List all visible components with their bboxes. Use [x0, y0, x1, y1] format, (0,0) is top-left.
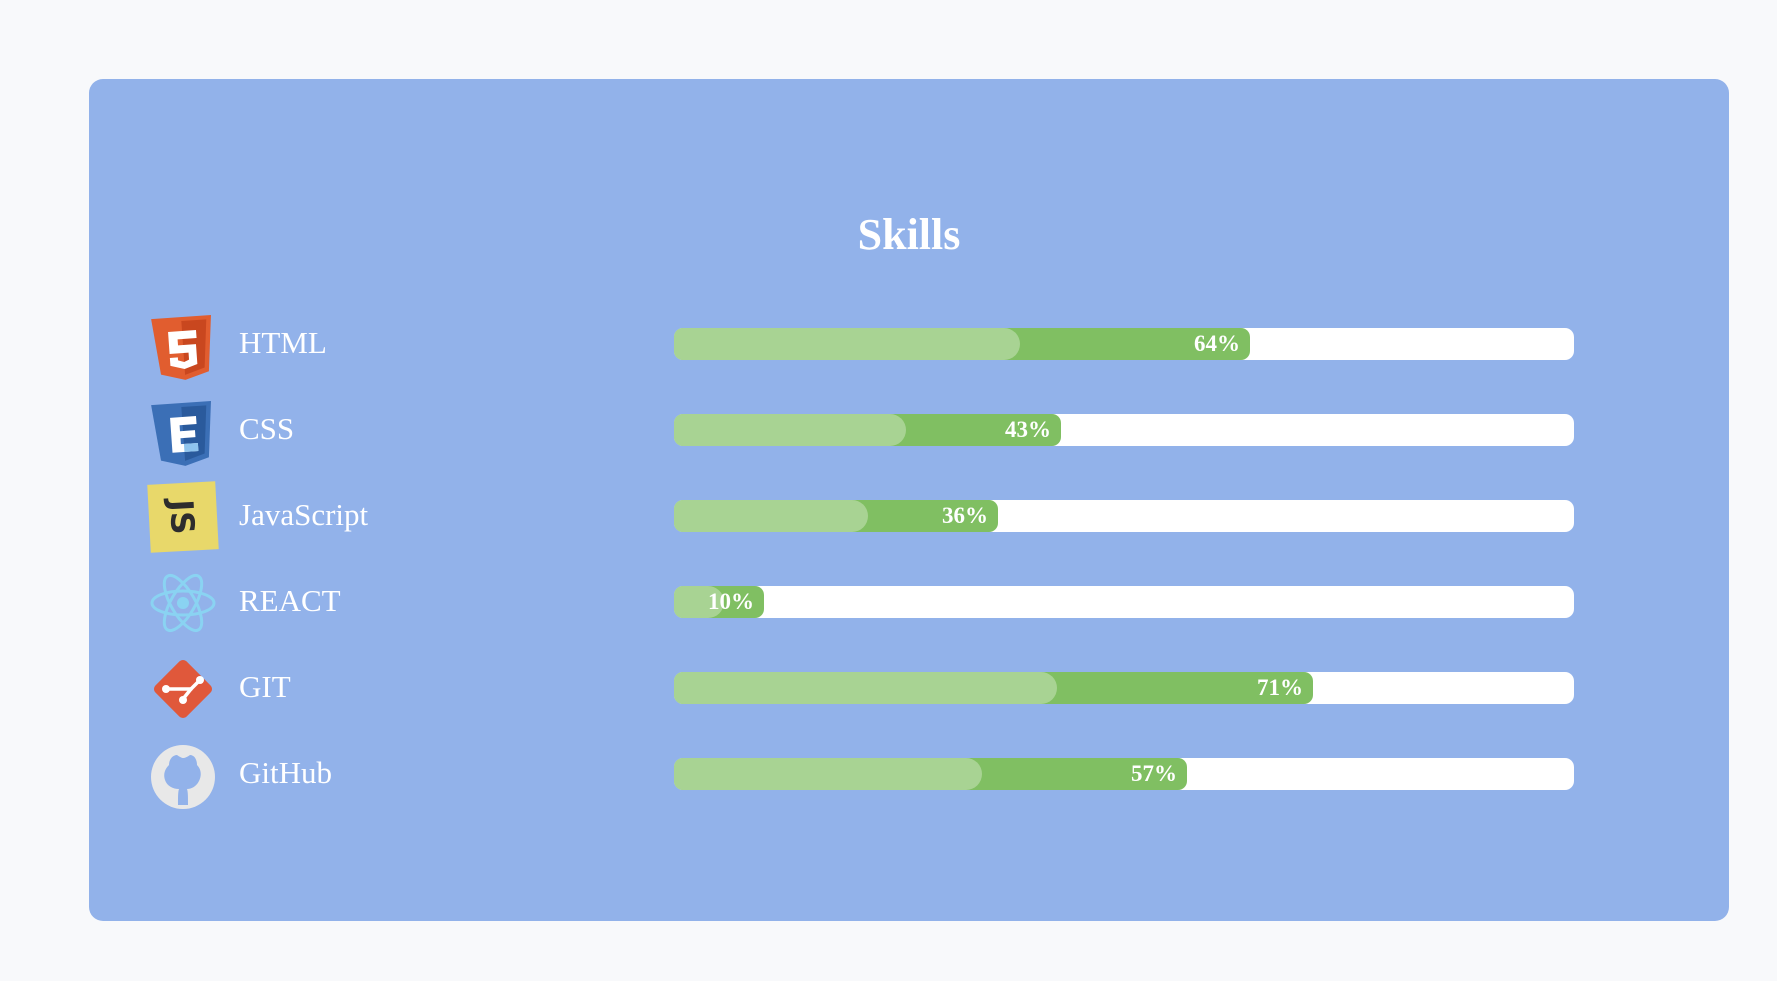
- progress-track: 10%: [674, 586, 1574, 618]
- section-title: Skills: [857, 210, 961, 259]
- skill-row-html: HTML 64%: [89, 303, 1729, 383]
- javascript-icon: JS: [147, 481, 219, 553]
- progress-fill: 57%: [674, 758, 1187, 790]
- html5-icon: [147, 309, 219, 381]
- progress-percent: 10%: [708, 589, 754, 614]
- progress-track: 43%: [674, 414, 1574, 446]
- skills-card: Skills HTML 64%: [89, 79, 1729, 921]
- progress-fill: 43%: [674, 414, 1061, 446]
- progress-fill-highlight: [674, 586, 724, 618]
- progress-percent: 43%: [1005, 417, 1051, 442]
- skill-row-react: REACT 10%: [89, 561, 1729, 641]
- skill-name: GIT: [239, 669, 291, 704]
- progress-percent: 71%: [1257, 675, 1303, 700]
- progress-fill-highlight: [674, 758, 982, 790]
- progress-fill: 36%: [674, 500, 998, 532]
- react-icon: [147, 567, 219, 639]
- progress-fill-highlight: [674, 672, 1058, 704]
- progress-fill-highlight: [674, 328, 1020, 360]
- github-icon: [147, 739, 219, 811]
- skill-name: REACT: [239, 583, 341, 618]
- progress-fill-highlight: [674, 414, 907, 446]
- skill-name: JavaScript: [239, 497, 369, 532]
- progress-track: 64%: [674, 328, 1574, 360]
- progress-fill: 10%: [674, 586, 764, 618]
- skill-row-css: CSS 43%: [89, 389, 1729, 469]
- progress-fill-highlight: [674, 500, 869, 532]
- skill-row-github: GitHub 57%: [89, 733, 1729, 813]
- skill-row-git: GIT 71%: [89, 647, 1729, 727]
- skill-name: HTML: [239, 325, 327, 360]
- progress-track: 57%: [674, 758, 1574, 790]
- skill-name: GitHub: [239, 755, 332, 790]
- progress-percent: 64%: [1194, 331, 1240, 356]
- progress-track: 36%: [674, 500, 1574, 532]
- progress-fill: 71%: [674, 672, 1313, 704]
- progress-percent: 36%: [942, 503, 988, 528]
- skill-name: CSS: [239, 411, 295, 446]
- git-icon: [147, 653, 219, 725]
- progress-percent: 57%: [1131, 761, 1177, 786]
- progress-fill: 64%: [674, 328, 1250, 360]
- skill-row-javascript: JS JavaScript 36%: [89, 475, 1729, 555]
- css3-icon: [147, 395, 219, 467]
- progress-track: 71%: [674, 672, 1574, 704]
- svg-text:JS: JS: [162, 497, 202, 536]
